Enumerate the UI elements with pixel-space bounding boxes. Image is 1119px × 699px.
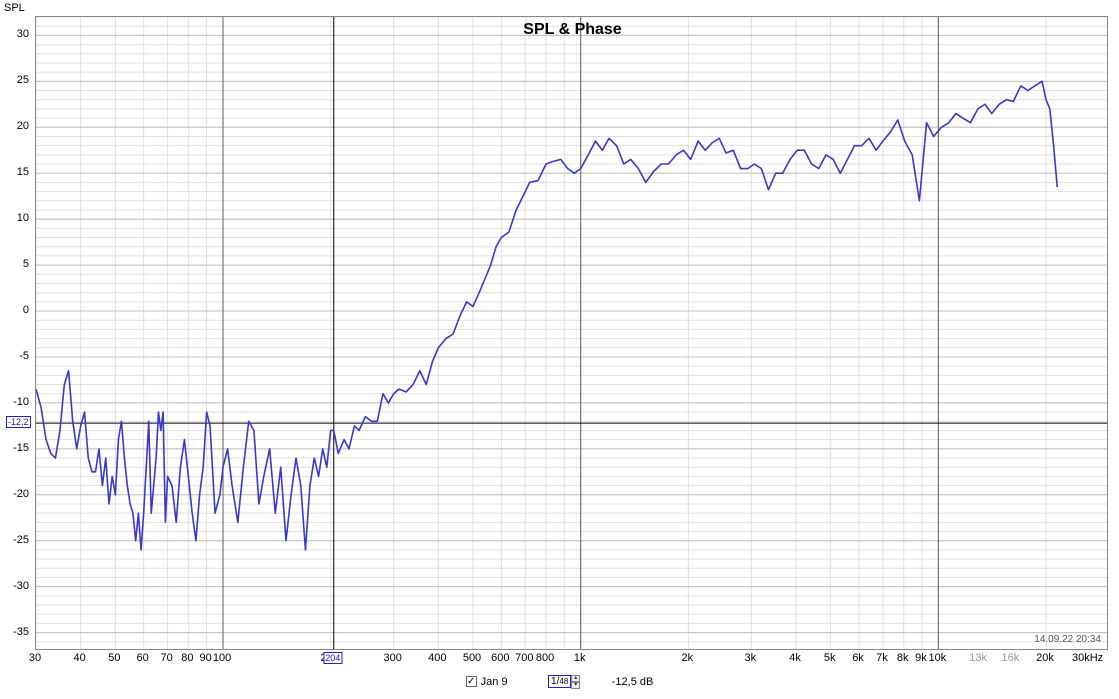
y-tick-label: -35 [13,626,29,638]
x-tick-label: 30 [29,652,41,664]
x-tick-label: 13k [969,652,987,664]
smoothing-control[interactable]: 1/48 ▴ ▾ [548,675,571,688]
x-tick-label: 500 [463,652,481,664]
y-tick-label: 0 [23,304,29,316]
x-tick-label: 1k [574,652,586,664]
x-tick-label: 600 [491,652,509,664]
x-axis-labels: 304050607080902003004005006007008002k3k4… [0,652,1119,668]
y-tick-label: 10 [17,212,29,224]
legend-series-item[interactable]: ✓ Jan 9 [466,676,508,688]
plot-area[interactable]: SPL & Phase 14.09.22 20:34 [35,16,1108,650]
chart-title: SPL & Phase [523,21,621,39]
y-tick-label: -15 [13,442,29,454]
x-tick-label: 4k [789,652,801,664]
x-tick-label: 90 [200,652,212,664]
chart-container: SPL SPL & Phase 14.09.22 20:34 -35-30-25… [0,0,1119,699]
y-axis-labels: -35 -30 -25 -20 -15 -10 -5 0 5 10 15 20 25 30 -12,2 [0,0,35,699]
x-tick-label: 400 [428,652,446,664]
spin-up[interactable]: ▴ [571,675,580,682]
x-tick-label: 300 [383,652,401,664]
x-tick-label: 50 [108,652,120,664]
timestamp-label: 14.09.22 20:34 [1034,634,1101,645]
y-tick-label: 25 [17,74,29,86]
x-tick-label: 2k [682,652,694,664]
x-tick-label: 100 [213,652,231,664]
x-tick-label: 3k [745,652,757,664]
x-tick-label: 5k [824,652,836,664]
x-cursor-value: 204 [323,652,342,664]
y-tick-label: 20 [17,120,29,132]
x-tick-label: 60 [137,652,149,664]
y-tick-label: -20 [13,488,29,500]
x-tick-label: 6k [852,652,864,664]
y-tick-label: 15 [17,166,29,178]
plot-svg [36,17,1108,650]
cursor-readout: -12,5 dB [612,676,654,688]
x-tick-label: 70 [160,652,172,664]
y-tick-label: 30 [17,28,29,40]
y-tick-label: 5 [23,258,29,270]
y-tick-label: -30 [13,580,29,592]
x-tick-label: 80 [181,652,193,664]
legend-bar: ✓ Jan 9 1/48 ▴ ▾ -12,5 dB [0,673,1119,695]
smoothing-spin[interactable]: 1/48 ▴ ▾ [548,675,571,688]
x-tick-label: 40 [74,652,86,664]
smoothing-denominator: 48 [559,677,568,686]
x-tick-label: 20k [1036,652,1054,664]
y-tick-label: -5 [19,350,29,362]
legend-series-label: Jan 9 [481,676,508,688]
x-tick-label: 10k [928,652,946,664]
x-axis-unit: 30kHz [1072,652,1103,664]
x-tick-label: 9k [915,652,927,664]
y-tick-label: -25 [13,534,29,546]
x-tick-label: 800 [536,652,554,664]
spin-arrows[interactable]: ▴ ▾ [571,675,580,688]
x-tick-label: 8k [897,652,909,664]
legend-checkbox[interactable]: ✓ [466,676,477,687]
y-cursor-value: -12,2 [6,416,31,428]
x-tick-label: 700 [515,652,533,664]
y-tick-label: -10 [13,396,29,408]
x-tick-label: 16k [1001,652,1019,664]
smoothing-numerator: 1 [551,676,557,687]
spin-down[interactable]: ▾ [571,682,580,689]
x-tick-label: 7k [876,652,888,664]
